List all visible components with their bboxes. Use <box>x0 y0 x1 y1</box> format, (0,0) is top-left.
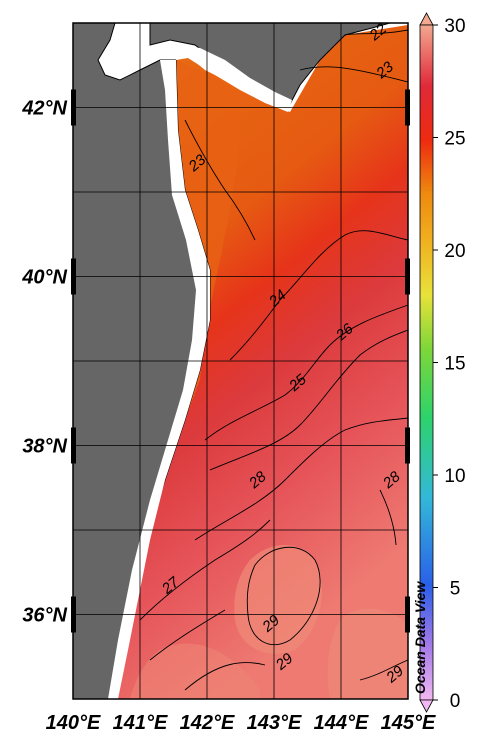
frame-tick-right <box>405 427 410 464</box>
colorbar-tick-label: 0 <box>450 691 461 712</box>
colorbar-tick-label: 20 <box>444 241 465 262</box>
colorbar-tick-label: 30 <box>444 16 465 37</box>
latitude-labels: 42°N 40°N 38°N 36°N <box>21 98 67 627</box>
contour-23 <box>184 119 256 241</box>
contour-28 <box>379 489 397 546</box>
frame-tick-left <box>71 258 76 295</box>
latitude-label: 38°N <box>22 436 67 458</box>
colorbar-bottom-arrow <box>419 699 434 713</box>
colorbar-tick-label: 25 <box>444 129 465 150</box>
contour-25 <box>204 304 408 441</box>
contour-29 <box>184 662 266 691</box>
frame-tick-right <box>405 596 410 633</box>
warm-patch <box>327 608 408 699</box>
map-frame <box>72 22 409 700</box>
contour-24 <box>229 230 408 361</box>
colorbar-tick-label: 15 <box>444 354 465 375</box>
contour-29 <box>359 659 408 681</box>
longitude-label: 142°E <box>180 712 235 734</box>
longitude-label: 140°E <box>46 712 101 734</box>
warm-patch <box>130 643 260 699</box>
longitude-labels: 140°E 141°E 142°E 143°E 144°E 145°E <box>46 712 436 734</box>
map-panel <box>73 23 408 699</box>
frame-tick-right <box>405 258 410 295</box>
colorbar: 0 5 10 15 20 25 30 <box>419 12 466 713</box>
frame-tick-left <box>71 427 76 464</box>
grid-lines <box>73 23 408 699</box>
colorbar-ticks: 0 5 10 15 20 25 30 <box>433 16 466 712</box>
frame-tick-left <box>71 89 76 126</box>
no-data-strip-north <box>176 45 292 112</box>
colorbar-tick-label: 5 <box>450 579 461 600</box>
contour-lines <box>139 29 408 691</box>
ocean-data-view-watermark: Ocean Data View <box>412 581 428 694</box>
contour-22 <box>344 29 408 36</box>
latitude-label: 36°N <box>22 605 67 627</box>
colorbar-top-arrow <box>419 12 434 26</box>
latitude-label: 42°N <box>21 98 67 120</box>
longitude-label: 141°E <box>113 712 168 734</box>
warm-patch <box>234 545 323 654</box>
contour-27 <box>139 519 271 621</box>
latitude-label: 40°N <box>21 267 67 289</box>
no-data-strip <box>108 60 210 699</box>
contour-26 <box>209 329 408 471</box>
contour-29 <box>246 546 321 646</box>
contour-28 <box>194 417 408 541</box>
longitude-label: 143°E <box>247 712 302 734</box>
contour-23 <box>299 66 408 83</box>
colorbar-tick-label: 10 <box>444 466 465 487</box>
longitude-label: 145°E <box>381 712 436 734</box>
frame-tick-right <box>405 89 410 126</box>
frame-ticks <box>71 89 410 633</box>
longitude-label: 144°E <box>314 712 369 734</box>
frame-tick-left <box>71 596 76 633</box>
